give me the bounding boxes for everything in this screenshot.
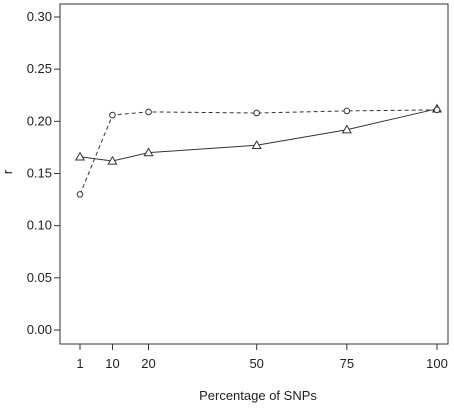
data-point-circle: [433, 106, 441, 114]
y-tick-label: 0.20: [27, 113, 52, 128]
data-point-triangle: [74, 151, 86, 161]
series-line: [79, 108, 438, 162]
y-axis-title: r: [0, 169, 15, 174]
data-point-circle: [76, 191, 84, 198]
series-line: [79, 109, 438, 195]
y-tick-label: 0.10: [27, 218, 52, 233]
x-tick-label: 10: [105, 356, 119, 371]
x-tick-label: 1: [76, 356, 83, 371]
data-point-triangle: [341, 124, 352, 134]
y-tick-label: 0.25: [27, 61, 52, 76]
x-tick-label: 50: [249, 356, 263, 371]
data-point-triangle: [107, 155, 118, 165]
y-tick-label: 0.00: [27, 322, 52, 337]
x-axis: 1 10 20 50 75 100: [76, 344, 448, 371]
x-axis-title: Percentage of SNPs: [199, 388, 317, 403]
y-tick-label: 0.15: [27, 166, 52, 181]
data-point-circle: [343, 107, 351, 115]
series-layer: [74, 103, 443, 198]
y-tick-label: 0.30: [27, 9, 52, 24]
y-tick-label: 0.05: [27, 270, 52, 285]
data-point-triangle: [251, 140, 262, 149]
x-tick-label: 100: [426, 356, 448, 371]
series-circle-dashed: [76, 106, 441, 198]
y-axis: 0.00 0.05 0.10 0.15 0.20 0.25 0.30: [27, 9, 60, 337]
data-point-circle: [145, 108, 152, 116]
data-point-circle: [109, 111, 116, 119]
data-point-circle: [253, 109, 260, 117]
x-tick-label: 75: [340, 356, 354, 371]
data-point-triangle: [143, 147, 154, 157]
x-tick-label: 20: [141, 356, 155, 371]
plot-frame: [59, 3, 449, 345]
